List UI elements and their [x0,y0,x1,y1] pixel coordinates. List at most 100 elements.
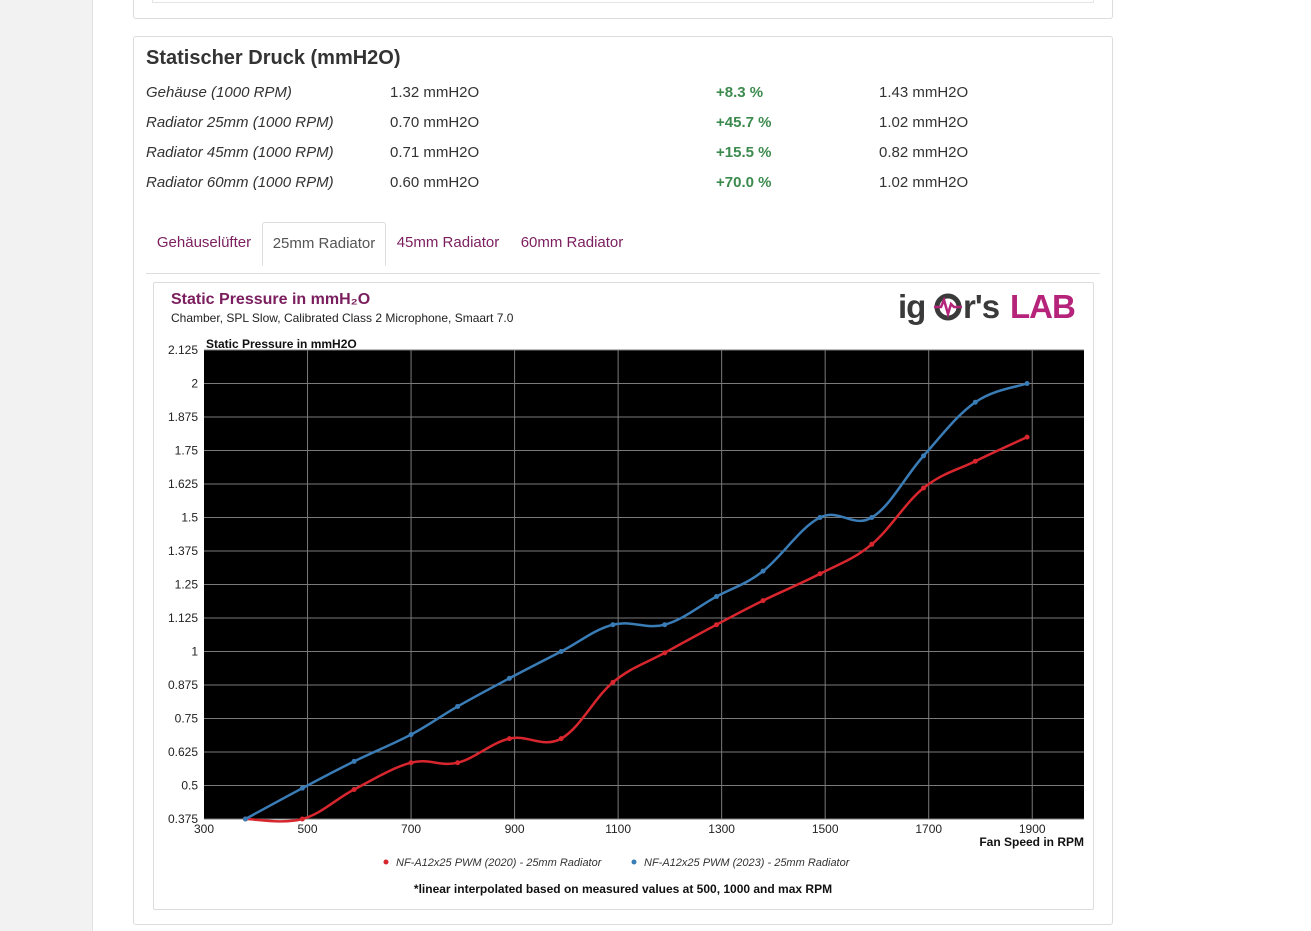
y-tick-label: 2.125 [168,343,198,357]
table-row: Gehäuse (1000 RPM) 1.32 mmH2O +8.3 % 1.4… [146,84,1086,106]
series-2-point [760,568,766,574]
tab-60mm-radiator[interactable]: 60mm Radiator [520,234,624,251]
series-1-point [299,816,305,822]
chart-footnote: *linear interpolated based on measured v… [414,882,832,896]
series-2-point [1024,381,1030,386]
series-1-point [351,787,357,793]
row-percent: +15.5 % [716,144,772,161]
table-row: Radiator 60mm (1000 RPM) 0.60 mmH2O +70.… [146,174,1086,196]
tab-45mm-radiator[interactable]: 45mm Radiator [396,234,500,251]
row-new-value: 1.02 mmH2O [879,114,969,131]
series-1-point [713,622,719,628]
row-percent: +8.3 % [716,84,764,101]
x-tick-label: 1300 [708,822,735,836]
row-old-value: 0.70 mmH2O [390,114,480,131]
y-tick-label: 0.625 [168,745,198,759]
series-1-point [455,760,461,766]
x-tick-label: 900 [505,822,525,836]
y-tick-label: 1.25 [175,578,199,592]
row-new-value: 1.02 mmH2O [879,174,969,191]
series-line-2 [244,382,1028,821]
x-tick-label: 1700 [915,822,942,836]
y-tick-label: 0.5 [181,779,198,793]
left-gutter [0,0,93,931]
row-new-value: 0.82 mmH2O [879,144,969,161]
row-old-value: 0.71 mmH2O [390,144,480,161]
x-tick-label: 1100 [605,822,631,836]
series-2-point [299,785,305,791]
row-label: Gehäuse (1000 RPM) [146,84,292,101]
series-2-point [921,453,927,459]
x-axis-label: Fan Speed in RPM [979,835,1084,849]
series-2-point [558,649,564,654]
static-pressure-chart: Static Pressure in mmH₂O Chamber, SPL Sl… [168,288,1084,896]
x-tick-label: 300 [194,822,214,836]
svg-text:r's: r's [963,288,999,325]
y-tick-label: 1.625 [168,477,198,491]
table-row: Radiator 25mm (1000 RPM) 0.70 mmH2O +45.… [146,114,1086,136]
series-1-point [869,541,875,547]
y-tick-label: 1.125 [168,611,198,625]
y-tick-label: 1.75 [175,444,199,458]
row-percent: +70.0 % [716,174,772,191]
row-label: Radiator 45mm (1000 RPM) [146,144,334,161]
y-tick-label: 0.875 [168,678,198,692]
series-2-point [242,816,248,822]
series-2-point [713,594,719,600]
row-label: Radiator 25mm (1000 RPM) [146,114,334,131]
static-pressure-panel: Statischer Druck (mmH2O) Gehäuse (1000 R… [133,36,1113,925]
legend-label-1: NF-A12x25 PWM (2020) - 25mm Radiator [396,857,603,869]
series-1-point [506,736,512,742]
y-tick-label: 1.375 [168,544,198,558]
y-tick-label: 1 [191,645,198,659]
x-tick-label: 500 [298,822,318,836]
row-old-value: 0.60 mmH2O [390,174,480,191]
series-2-point [351,758,357,764]
table-row: Radiator 45mm (1000 RPM) 0.71 mmH2O +15.… [146,144,1086,166]
chart-tabs: Gehäuselüfter 25mm Radiator 45mm Radiato… [146,222,1100,274]
y-tick-label: 0.75 [175,712,199,726]
series-2-point [972,399,978,405]
y-tick-label: 2 [191,377,198,391]
series-2-point [408,732,414,738]
series-1-point [760,598,766,604]
series-2-point [869,515,875,520]
x-tick-label: 700 [401,822,421,836]
tab-gehaeuseluefter[interactable]: Gehäuselüfter [156,234,252,251]
igorslab-logo: ig r's LAB [898,288,1076,325]
y-tick-label: 1.5 [181,511,198,525]
y-axis-label: Static Pressure in mmH2O [206,337,357,351]
legend-marker-2 [631,859,637,865]
previous-panel-inner [152,0,1094,3]
series-2-point [817,515,823,520]
series-1-point [817,571,823,577]
row-percent: +45.7 % [716,114,772,131]
series-1-point [921,485,927,491]
x-tick-label: 1500 [812,822,839,836]
row-label: Radiator 60mm (1000 RPM) [146,174,334,191]
series-1-point [558,736,564,742]
series-1-point [408,760,414,766]
section-title: Statischer Druck (mmH2O) [146,47,401,69]
series-2-point [506,675,512,681]
svg-text:ig: ig [898,288,925,325]
series-line-1 [245,435,1028,823]
chart-title: Static Pressure in mmH₂O [171,291,370,308]
y-tick-label: 0.375 [168,812,198,826]
svg-text:LAB: LAB [1010,288,1075,325]
series-1-point [972,458,978,464]
row-new-value: 1.43 mmH2O [879,84,969,101]
previous-panel [133,0,1113,19]
chart-subtitle: Chamber, SPL Slow, Calibrated Class 2 Mi… [171,311,514,325]
series-2-point [610,622,616,628]
row-old-value: 1.32 mmH2O [390,84,480,101]
chart-container: Static Pressure in mmH₂O Chamber, SPL Sl… [153,282,1094,910]
legend-marker-1 [383,859,389,865]
tab-25mm-radiator[interactable]: 25mm Radiator [262,222,386,266]
y-tick-label: 1.875 [168,410,198,424]
legend-label-2: NF-A12x25 PWM (2023) - 25mm Radiator [644,857,851,869]
x-tick-label: 1900 [1019,822,1046,836]
series-1-point [610,679,616,685]
series-2-point [662,622,668,628]
series-1-point [662,650,668,656]
